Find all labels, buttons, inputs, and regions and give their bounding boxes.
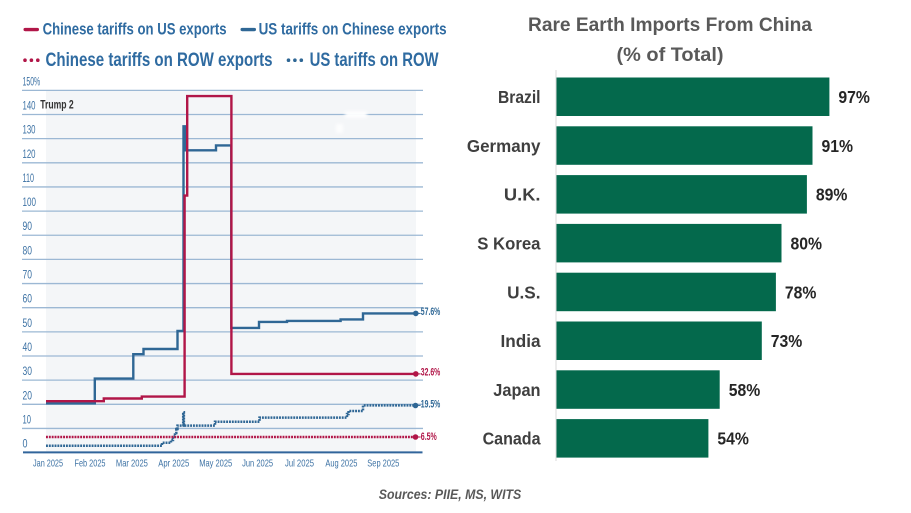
svg-text:Canada: Canada <box>483 429 541 449</box>
svg-text:40: 40 <box>23 341 33 354</box>
svg-text:Brazil: Brazil <box>498 87 541 107</box>
svg-text:U.K.: U.K. <box>504 185 541 205</box>
svg-text:32.6%: 32.6% <box>421 367 441 379</box>
svg-text:60: 60 <box>23 293 33 306</box>
svg-text:US tariffs on Chinese exports: US tariffs on Chinese exports <box>259 19 447 38</box>
svg-text:19.5%: 19.5% <box>421 398 441 410</box>
svg-text:Chinese tariffs on US exports: Chinese tariffs on US exports <box>43 19 227 38</box>
svg-text:91%: 91% <box>822 136 854 156</box>
svg-text:U.S.: U.S. <box>507 282 540 302</box>
svg-text:120: 120 <box>23 148 36 161</box>
svg-text:Sources: PIIE, MS, WITS: Sources: PIIE, MS, WITS <box>379 487 522 502</box>
svg-text:110: 110 <box>23 172 35 185</box>
svg-text:Mar 2025: Mar 2025 <box>116 459 148 470</box>
svg-text:Jan 2025: Jan 2025 <box>33 459 63 470</box>
svg-text:58%: 58% <box>729 380 761 400</box>
svg-text:Trump 2: Trump 2 <box>40 98 74 112</box>
svg-text:May 2025: May 2025 <box>199 459 232 470</box>
svg-text:Aug 2025: Aug 2025 <box>325 459 357 470</box>
svg-text:Apr 2025: Apr 2025 <box>158 459 189 470</box>
svg-text:100: 100 <box>23 196 37 209</box>
svg-text:97%: 97% <box>838 87 870 107</box>
svg-text:90: 90 <box>23 220 33 233</box>
svg-text:US tariffs on ROW: US tariffs on ROW <box>310 50 439 71</box>
svg-text:78%: 78% <box>785 282 817 302</box>
svg-text:Feb 2025: Feb 2025 <box>75 459 106 470</box>
svg-text:150%: 150% <box>23 75 41 88</box>
svg-text:70: 70 <box>23 269 33 282</box>
svg-text:Sep 2025: Sep 2025 <box>367 459 399 470</box>
svg-text:130: 130 <box>23 124 36 137</box>
svg-text:89%: 89% <box>816 185 848 205</box>
svg-text:0: 0 <box>23 437 28 450</box>
svg-text:Jul 2025: Jul 2025 <box>285 459 314 470</box>
svg-text:54%: 54% <box>717 429 749 449</box>
svg-text:6.5%: 6.5% <box>421 431 437 443</box>
svg-text:Rare Earth Imports From China: Rare Earth Imports From China <box>528 15 812 36</box>
svg-text:80: 80 <box>23 244 33 257</box>
svg-text:30: 30 <box>23 365 33 378</box>
svg-text:50: 50 <box>23 317 33 330</box>
svg-text:(% of Total): (% of Total) <box>617 45 724 66</box>
svg-text:S Korea: S Korea <box>477 233 541 253</box>
svg-text:Chinese tariffs on ROW exports: Chinese tariffs on ROW exports <box>46 50 273 71</box>
svg-text:10: 10 <box>23 413 32 426</box>
svg-text:57.6%: 57.6% <box>421 306 441 318</box>
svg-text:Jun 2025: Jun 2025 <box>242 459 273 470</box>
svg-text:20: 20 <box>23 389 33 402</box>
svg-text:140: 140 <box>23 100 36 113</box>
svg-text:73%: 73% <box>771 331 803 351</box>
svg-text:Germany: Germany <box>467 136 541 156</box>
svg-text:India: India <box>501 331 541 351</box>
svg-text:Japan: Japan <box>493 380 540 400</box>
svg-text:80%: 80% <box>791 233 823 253</box>
